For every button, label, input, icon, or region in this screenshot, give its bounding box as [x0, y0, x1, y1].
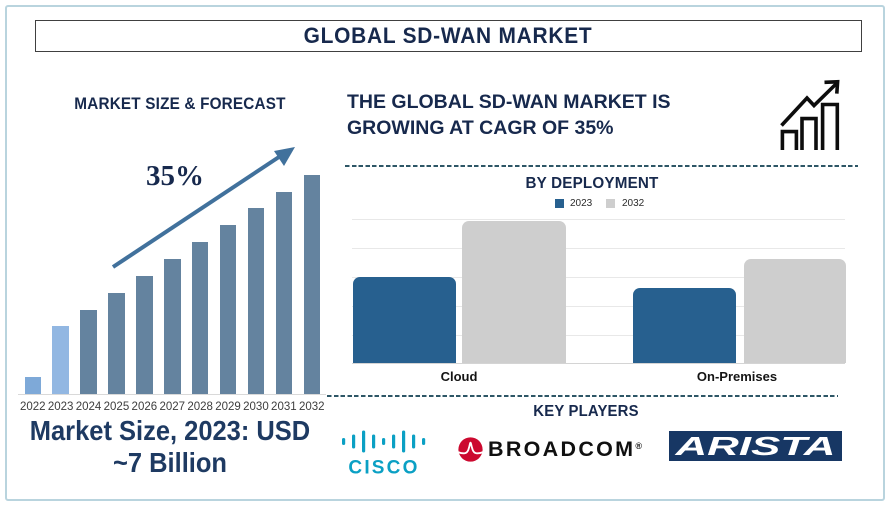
- svg-text:ARISTA: ARISTA: [674, 431, 836, 461]
- svg-text:CISCO: CISCO: [348, 458, 419, 478]
